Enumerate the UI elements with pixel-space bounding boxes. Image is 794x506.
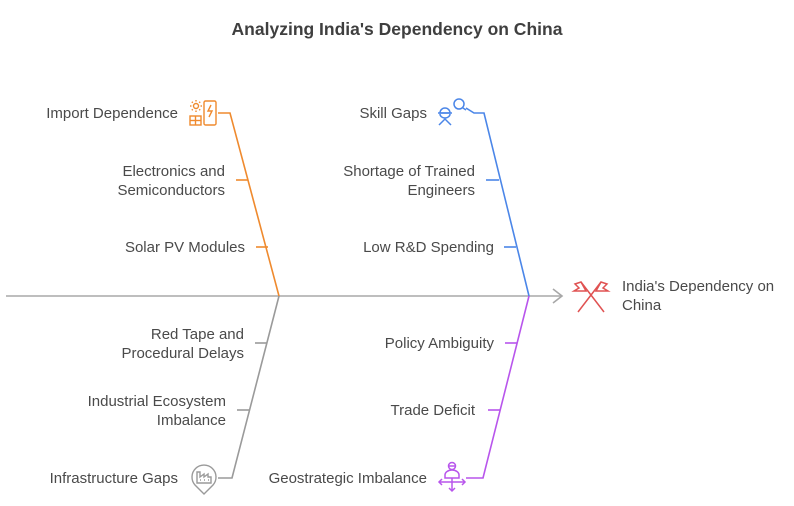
cause-red-tape: Red Tape and Procedural Delays [121, 326, 244, 362]
cause-electronics-semiconductors: Electronics and Semiconductors [117, 163, 225, 199]
effect-label: India's Dependency on China [622, 278, 775, 314]
diagram-title: Analyzing India's Dependency on China [231, 19, 563, 39]
solar-battery-icon [189, 100, 217, 126]
cause-industrial-ecosystem: Industrial Ecosystem Imbalance [87, 393, 226, 429]
cause-low-rd-spending: Low R&D Spending [363, 239, 494, 256]
spine-arrowhead [552, 288, 564, 304]
worker-search-icon [438, 98, 467, 126]
person-directions-icon [437, 461, 467, 493]
category-import-dependence: Import Dependence [46, 105, 178, 122]
bone-infrastructure-gaps [218, 295, 280, 479]
bone-geostrategic [466, 295, 530, 479]
crossed-flags-icon [571, 281, 611, 313]
cause-shortage-trained-engineers: Shortage of Trained Engineers [343, 163, 475, 199]
cause-policy-ambiguity: Policy Ambiguity [384, 335, 494, 352]
bone-import-dependence [218, 112, 280, 297]
factory-pin-icon [191, 464, 217, 495]
bone-skill-gaps [465, 107, 530, 297]
cause-solar-pv-modules: Solar PV Modules [124, 239, 245, 256]
cause-trade-deficit: Trade Deficit [390, 402, 475, 419]
category-infrastructure-gaps: Infrastructure Gaps [49, 470, 178, 487]
category-geostrategic-imbalance: Geostrategic Imbalance [268, 470, 427, 487]
category-skill-gaps: Skill Gaps [359, 105, 427, 122]
